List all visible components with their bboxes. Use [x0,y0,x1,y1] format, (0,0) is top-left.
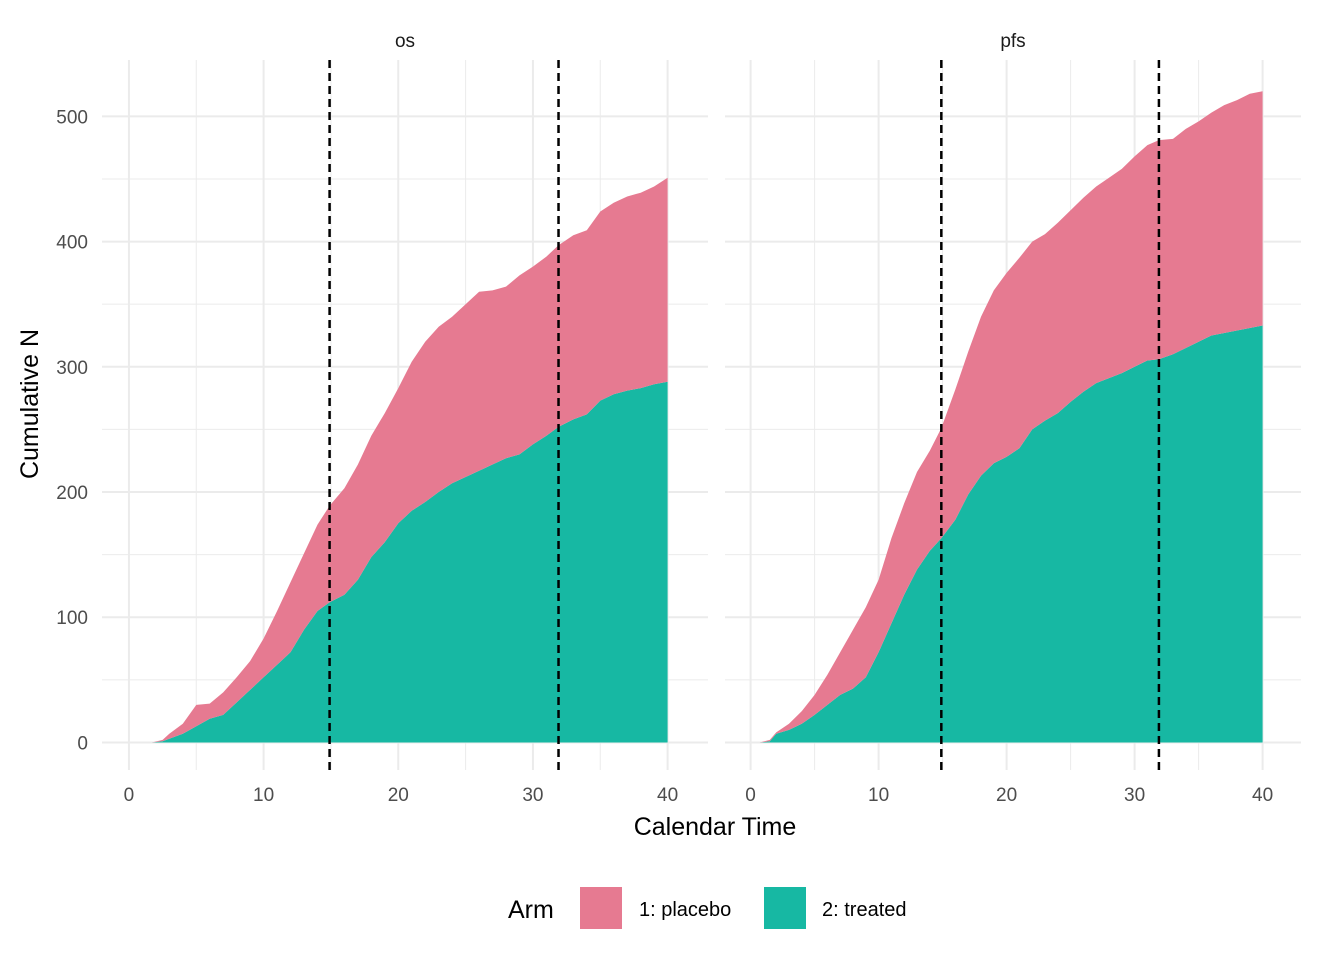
x-tick-label: 0 [745,785,756,806]
area-2-treated-os [151,381,668,743]
legend-label-placebo: 1: placebo [639,899,731,921]
area-1-placebo-os [151,177,668,743]
x-tick-label: 10 [868,785,889,806]
strip-label-pfs: pfs [1000,31,1025,52]
panel-pfs: pfs 0 10 20 30 40 [725,31,1301,806]
y-tick-label: 400 [56,233,88,254]
x-tick-label: 30 [1124,785,1145,806]
legend: Arm 1: placebo 2: treated [508,887,907,929]
x-tick-label: 20 [388,785,409,806]
y-tick-label: 0 [77,733,88,754]
x-tick-label: 40 [657,785,678,806]
y-tick-label: 500 [56,107,88,128]
y-tick-label: 100 [56,608,88,629]
legend-swatch-treated [764,887,806,929]
strip-label-os: os [395,31,415,52]
x-tick-label: 10 [253,785,274,806]
x-axis-title: Calendar Time [634,813,797,841]
y-axis-title: Cumulative N [16,329,44,479]
y-tick-label: 300 [56,358,88,379]
x-tick-label: 30 [522,785,543,806]
x-tick-label: 0 [124,785,135,806]
legend-swatch-placebo [580,887,622,929]
legend-label-treated: 2: treated [822,899,907,921]
y-tick-label: 200 [56,483,88,504]
x-tick-label: 40 [1252,785,1273,806]
area-1-placebo-pfs [759,91,1263,743]
x-tick-label: 20 [996,785,1017,806]
area-2-treated-pfs [759,325,1263,743]
legend-title: Arm [508,896,554,924]
